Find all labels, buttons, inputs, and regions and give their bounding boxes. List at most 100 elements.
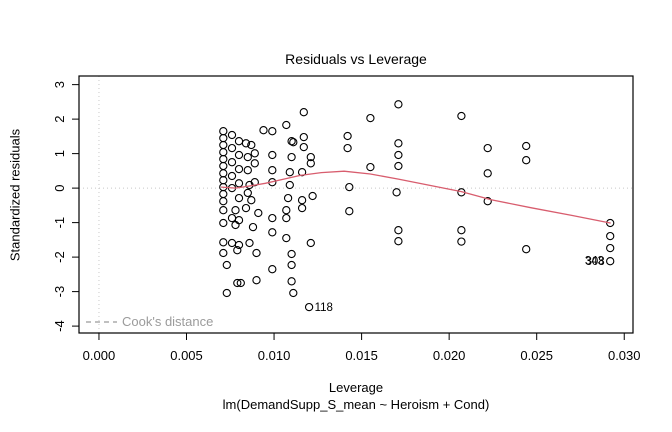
data-point — [247, 140, 256, 150]
data-point — [231, 206, 240, 215]
data-point — [219, 248, 228, 258]
data-point — [282, 233, 291, 243]
data-point — [250, 149, 259, 158]
data-point — [241, 203, 251, 213]
data-point — [394, 150, 403, 160]
data-point — [222, 288, 231, 298]
data-point — [219, 206, 228, 215]
data-point — [268, 150, 277, 160]
x-tick-label: 0.005 — [170, 348, 203, 363]
data-point — [394, 237, 403, 246]
data-point — [282, 120, 291, 130]
data-point — [483, 197, 492, 206]
data-point — [483, 143, 492, 153]
data-point — [606, 218, 615, 228]
data-point — [233, 246, 242, 255]
data-point — [289, 138, 298, 147]
data-point — [219, 127, 228, 136]
data-point — [522, 245, 531, 254]
data-point — [457, 111, 466, 121]
x-tick-label: 0.010 — [258, 348, 291, 363]
data-point — [233, 278, 242, 288]
data-point — [287, 137, 296, 146]
data-point — [394, 139, 403, 148]
data-point — [483, 169, 492, 178]
data-point — [227, 171, 237, 181]
data-point — [457, 237, 466, 246]
data-point — [283, 193, 293, 203]
data-point — [297, 196, 307, 205]
data-point — [287, 249, 296, 259]
data-point — [234, 150, 244, 160]
data-point — [243, 166, 252, 175]
data-point — [245, 238, 254, 248]
data-point — [282, 206, 291, 215]
data-point — [366, 162, 375, 172]
smooth-trend-line — [220, 170, 611, 224]
data-point — [345, 182, 354, 192]
data-point — [254, 208, 263, 218]
data-point — [287, 152, 296, 162]
data-point — [234, 137, 244, 146]
x-tick-label: 0.030 — [608, 348, 641, 363]
data-point — [394, 100, 403, 109]
data-point — [219, 189, 228, 199]
data-point — [248, 222, 258, 232]
plot-title: Residuals vs Leverage — [285, 51, 427, 67]
data-point — [306, 152, 315, 162]
data-point — [522, 156, 531, 165]
data-point — [243, 188, 252, 198]
data-point — [252, 276, 261, 285]
cooks-distance-legend-label: Cook's distance — [122, 314, 214, 329]
data-point — [394, 226, 403, 235]
data-point — [227, 143, 237, 153]
x-tick-label: 0.020 — [433, 348, 466, 363]
plot-box — [78, 75, 634, 334]
data-point — [287, 277, 296, 286]
data-point — [219, 218, 228, 228]
data-point — [268, 127, 277, 136]
data-point — [219, 148, 228, 157]
y-axis-label: Standardized residuals — [7, 128, 23, 262]
data-point — [606, 257, 615, 266]
data-point — [268, 228, 277, 237]
data-point — [219, 197, 228, 206]
data-point — [343, 143, 352, 153]
data-point — [234, 164, 244, 174]
data-point — [243, 152, 252, 162]
y-tick-label: 1 — [52, 150, 67, 157]
data-point — [247, 196, 256, 205]
data-point — [234, 179, 244, 188]
y-tick-label: 3 — [52, 81, 67, 88]
data-point — [306, 238, 315, 248]
data-point — [234, 216, 244, 225]
data-point — [394, 161, 403, 171]
x-tick-label: 0.015 — [345, 348, 378, 363]
data-point — [236, 278, 245, 288]
data-point — [289, 288, 298, 298]
data-point — [343, 131, 352, 141]
data-point — [345, 207, 354, 216]
y-tick-label: -2 — [52, 251, 67, 263]
data-point — [250, 159, 259, 168]
data-point — [259, 126, 268, 135]
y-tick-label: -4 — [52, 320, 67, 332]
data-point — [219, 140, 228, 150]
model-subtitle: lm(DemandSupp_S_mean ~ Heroism + Cond) — [222, 397, 490, 412]
data-point — [308, 191, 317, 201]
data-point — [282, 213, 291, 223]
data-point — [606, 243, 615, 253]
data-point — [234, 240, 244, 250]
point-label: 343 — [585, 255, 604, 267]
data-point — [299, 142, 308, 152]
data-point — [306, 159, 315, 168]
data-point — [297, 203, 307, 213]
data-point — [285, 180, 294, 190]
x-tick-label: 0.025 — [520, 348, 553, 363]
data-point — [268, 265, 277, 274]
data-point — [366, 113, 375, 123]
data-point — [606, 231, 615, 241]
data-point — [299, 108, 308, 117]
